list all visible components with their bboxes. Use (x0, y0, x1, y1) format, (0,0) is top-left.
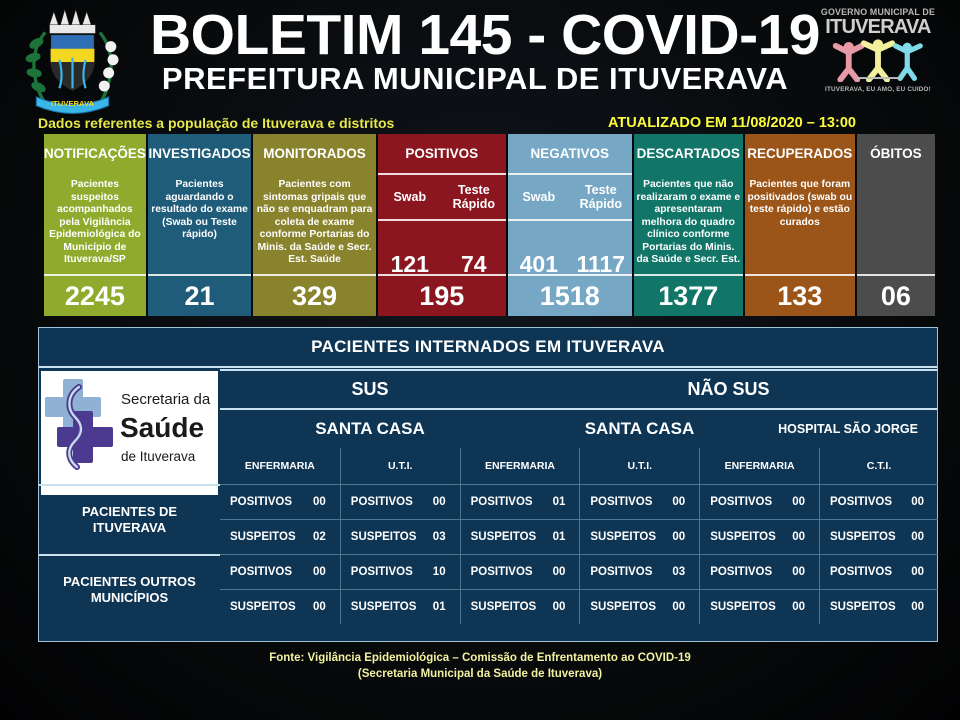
svg-text:de Ituverava: de Ituverava (121, 449, 196, 464)
svg-text:Secretaria da: Secretaria da (121, 391, 211, 408)
svg-text:ITUVERAVA: ITUVERAVA (51, 99, 95, 108)
svg-text:Saúde: Saúde (120, 412, 204, 443)
